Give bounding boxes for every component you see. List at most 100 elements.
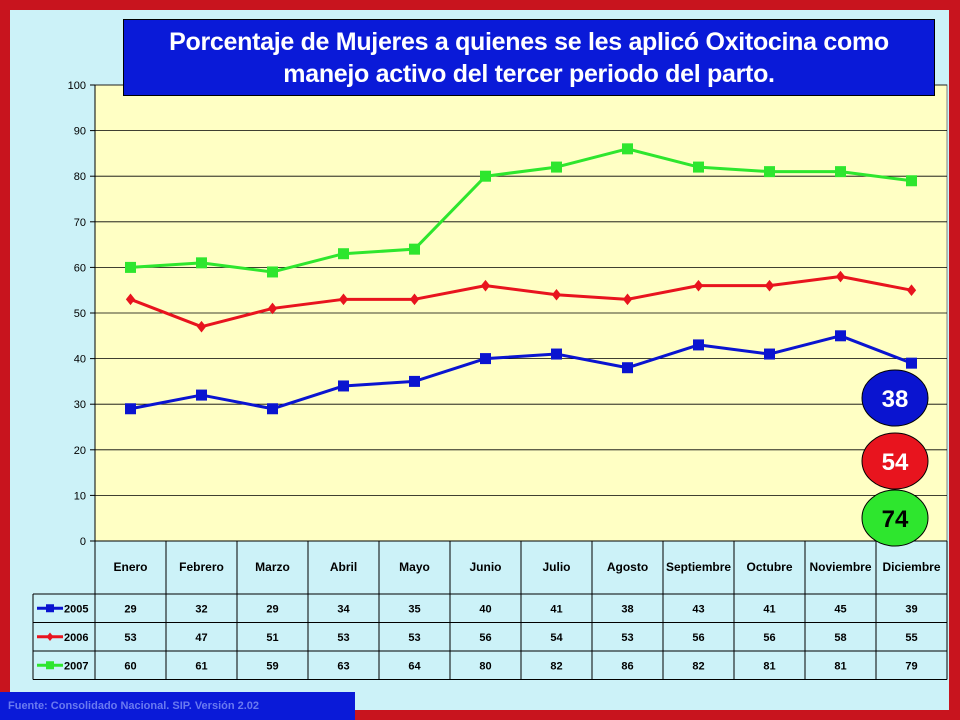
table-value-2005: 32: [195, 603, 207, 615]
table-value-2005: 29: [124, 603, 136, 615]
table-value-2007: 64: [408, 660, 421, 672]
legend-marker-2005: [46, 604, 54, 613]
table-value-2005: 40: [479, 603, 491, 615]
data-point-2006: [125, 293, 136, 306]
table-value-2005: 43: [692, 603, 704, 615]
data-point-2006: [764, 279, 775, 292]
callout-ellipse-38: [861, 369, 929, 427]
y-tick-label-80: 80: [74, 171, 86, 183]
table-value-2005: 45: [834, 603, 846, 615]
y-tick-label-60: 60: [74, 262, 86, 274]
y-tick-label-70: 70: [74, 217, 86, 229]
data-point-2006: [906, 284, 917, 297]
table-value-2006: 56: [692, 632, 704, 644]
y-tick-label-0: 0: [80, 536, 86, 548]
data-point-2007: [480, 170, 491, 182]
data-point-2006: [267, 302, 278, 315]
table-value-2006: 53: [337, 632, 349, 644]
table-value-2007: 60: [124, 660, 136, 672]
series-line-2006: [129, 275, 912, 329]
chart-title: Porcentaje de Mujeres a quienes se les a…: [123, 19, 935, 96]
legend-label-2007: 2007: [64, 660, 88, 672]
legend-marker-2006: [46, 632, 54, 642]
x-category-label: Noviembre: [809, 560, 871, 574]
data-point-2007: [409, 243, 420, 255]
data-point-2005: [267, 403, 278, 415]
table-value-2005: 35: [408, 603, 420, 615]
table-value-2007: 86: [621, 660, 633, 672]
data-point-2007: [693, 161, 704, 173]
data-point-2005: [693, 339, 704, 351]
table-value-2005: 39: [905, 603, 917, 615]
data-point-2006: [551, 288, 562, 301]
table-value-2007: 63: [337, 660, 349, 672]
table-value-2006: 53: [124, 632, 136, 644]
data-point-2006: [196, 320, 207, 333]
x-category-label: Agosto: [607, 560, 648, 574]
data-point-2005: [125, 403, 136, 415]
table-value-2006: 51: [266, 632, 278, 644]
table-value-2006: 53: [621, 632, 633, 644]
legend-marker-2007: [46, 661, 54, 670]
table-value-2007: 82: [692, 660, 704, 672]
series-line-2005: [130, 334, 913, 411]
x-category-label: Mayo: [399, 560, 430, 574]
y-tick-label-20: 20: [74, 445, 86, 457]
data-point-2007: [267, 266, 278, 278]
x-category-label: Febrero: [179, 560, 224, 574]
table-value-2006: 47: [195, 632, 207, 644]
data-point-2007: [338, 248, 349, 260]
data-point-2006: [480, 279, 491, 292]
data-point-2007: [764, 166, 775, 178]
table-value-2006: 53: [408, 632, 420, 644]
data-point-2006: [409, 293, 420, 306]
y-tick-label-90: 90: [74, 126, 86, 138]
x-category-label: Septiembre: [666, 560, 731, 574]
x-category-label: Diciembre: [882, 560, 940, 574]
data-point-2007: [906, 175, 917, 187]
x-category-label: Marzo: [255, 560, 290, 574]
table-value-2006: 56: [479, 632, 491, 644]
table-value-2005: 29: [266, 603, 278, 615]
data-point-2005: [622, 362, 633, 374]
y-tick-label-100: 100: [68, 80, 86, 92]
legend-label-2005: 2005: [64, 603, 88, 615]
x-category-label: Julio: [542, 560, 570, 574]
callout-ellipse-74: [861, 489, 929, 547]
callout-label-54: 54: [882, 449, 909, 476]
table-value-2007: 79: [905, 660, 917, 672]
x-category-label: Enero: [113, 560, 147, 574]
legend-label-2006: 2006: [64, 632, 88, 644]
data-point-2007: [196, 257, 207, 269]
table-value-2005: 41: [550, 603, 562, 615]
data-point-2005: [764, 348, 775, 360]
data-point-2006: [338, 293, 349, 306]
table-value-2005: 34: [337, 603, 350, 615]
table-value-2007: 80: [479, 660, 491, 672]
data-point-2005: [551, 348, 562, 360]
callout-ellipse-54: [861, 432, 929, 490]
y-tick-label-40: 40: [74, 354, 86, 366]
data-point-2005: [835, 330, 846, 342]
y-tick-label-10: 10: [74, 490, 86, 502]
data-point-2007: [551, 161, 562, 173]
callout-label-74: 74: [882, 506, 909, 533]
data-point-2005: [906, 357, 917, 369]
data-point-2007: [125, 261, 136, 273]
source-footer: Fuente: Consolidado Nacional. SIP. Versi…: [0, 692, 355, 720]
series-line-2007: [130, 147, 912, 274]
x-category-label: Octubre: [746, 560, 792, 574]
table-value-2006: 55: [905, 632, 917, 644]
table-value-2007: 61: [195, 660, 207, 672]
data-point-2006: [835, 270, 846, 283]
table-value-2007: 59: [266, 660, 278, 672]
data-point-2005: [338, 380, 349, 392]
data-point-2005: [409, 375, 420, 387]
table-value-2006: 58: [834, 632, 846, 644]
x-category-label: Abril: [330, 560, 357, 574]
chart-title-line-2: manejo activo del tercer periodo del par…: [283, 59, 775, 88]
data-point-2005: [196, 389, 207, 401]
data-point-2006: [693, 279, 704, 292]
table-value-2005: 38: [621, 603, 633, 615]
